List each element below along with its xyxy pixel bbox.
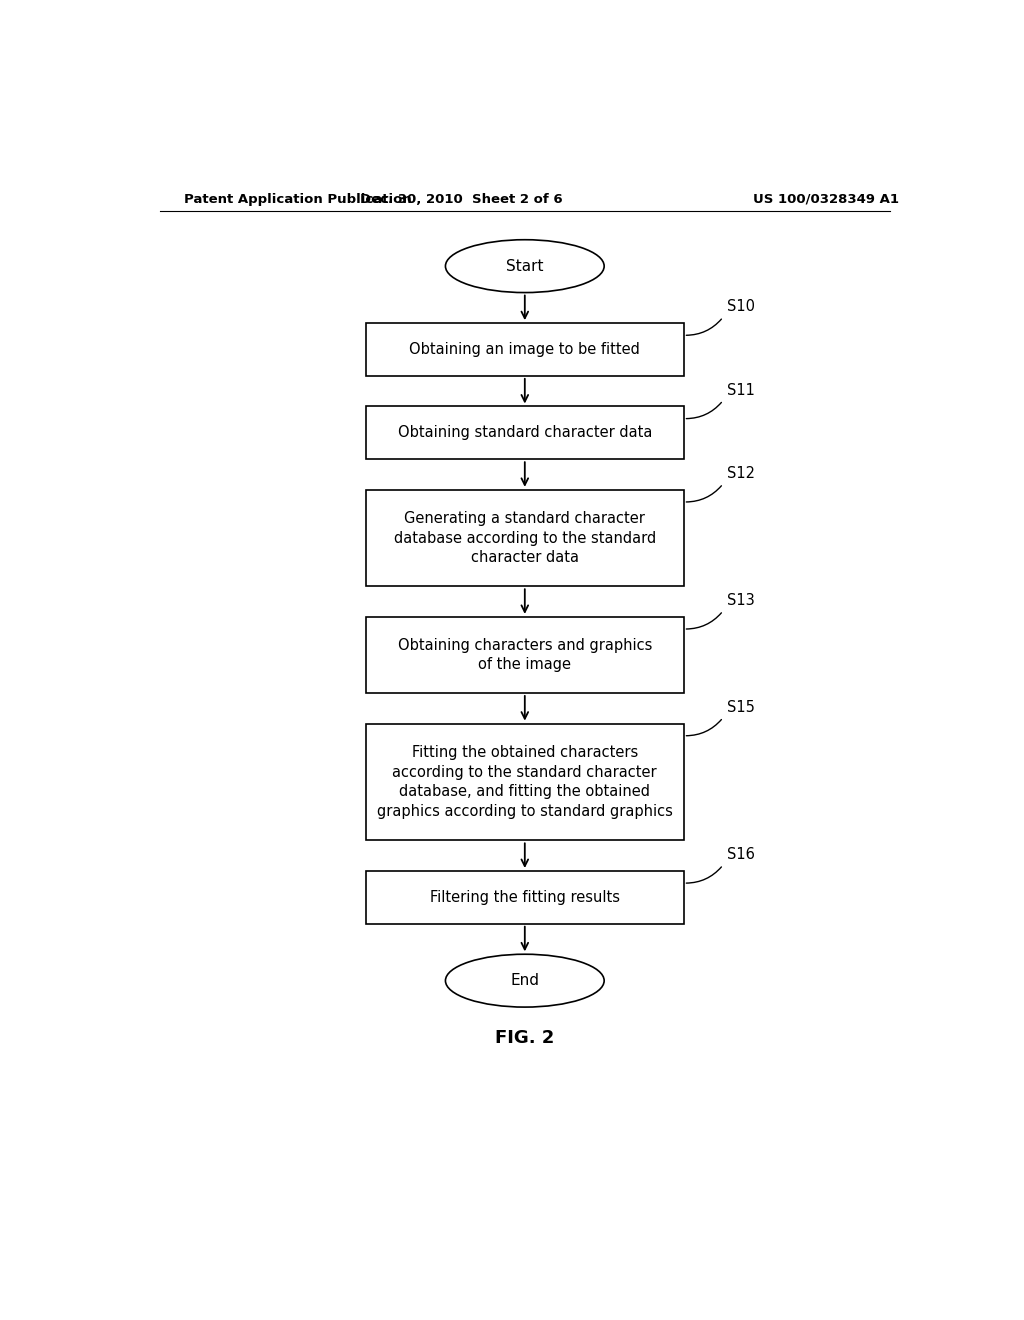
Text: S12: S12 — [727, 466, 755, 480]
FancyArrowPatch shape — [686, 486, 722, 502]
Bar — [367, 490, 684, 586]
FancyArrowPatch shape — [686, 867, 722, 883]
FancyArrowPatch shape — [686, 319, 722, 335]
Text: S15: S15 — [727, 700, 755, 714]
Bar — [367, 616, 684, 693]
Text: Obtaining characters and graphics
of the image: Obtaining characters and graphics of the… — [397, 638, 652, 672]
Bar — [367, 407, 684, 459]
Text: Generating a standard character
database according to the standard
character dat: Generating a standard character database… — [393, 511, 656, 565]
Text: S16: S16 — [727, 847, 755, 862]
Text: FIG. 2: FIG. 2 — [496, 1028, 554, 1047]
Bar — [367, 723, 684, 841]
Text: S11: S11 — [727, 383, 755, 397]
Text: Obtaining an image to be fitted: Obtaining an image to be fitted — [410, 342, 640, 356]
Text: Dec. 30, 2010  Sheet 2 of 6: Dec. 30, 2010 Sheet 2 of 6 — [360, 193, 562, 206]
FancyArrowPatch shape — [686, 403, 722, 418]
Text: S13: S13 — [727, 593, 755, 609]
FancyArrowPatch shape — [686, 719, 722, 735]
Text: Patent Application Publication: Patent Application Publication — [183, 193, 412, 206]
Text: Obtaining standard character data: Obtaining standard character data — [397, 425, 652, 441]
Text: S10: S10 — [727, 300, 755, 314]
Text: Filtering the fitting results: Filtering the fitting results — [430, 890, 620, 904]
Text: Start: Start — [506, 259, 544, 273]
FancyArrowPatch shape — [686, 612, 722, 630]
Text: End: End — [510, 973, 540, 989]
Bar — [367, 871, 684, 924]
Bar — [367, 323, 684, 376]
Text: US 100/0328349 A1: US 100/0328349 A1 — [754, 193, 899, 206]
Text: Fitting the obtained characters
according to the standard character
database, an: Fitting the obtained characters accordin… — [377, 744, 673, 820]
